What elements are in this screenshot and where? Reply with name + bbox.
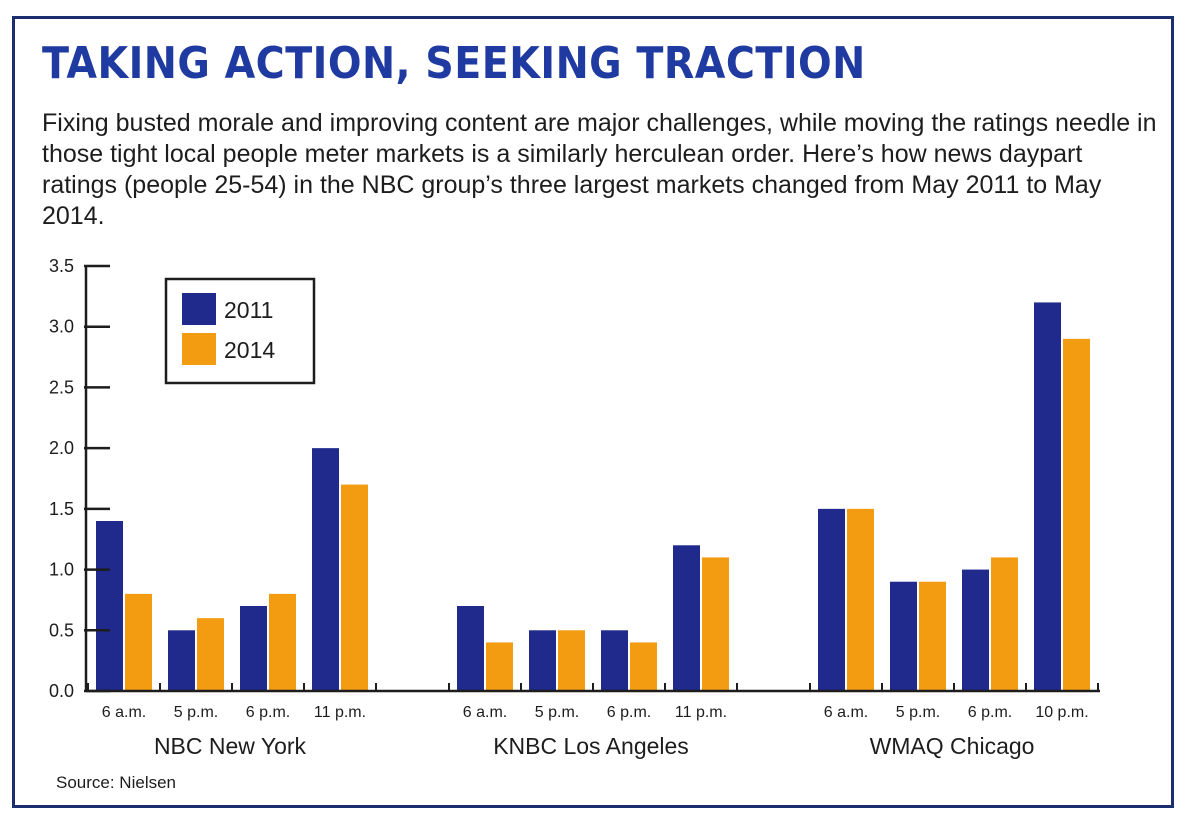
bar-2011 <box>1034 302 1061 691</box>
bar-2014 <box>125 593 152 691</box>
y-tick-label: 1.0 <box>49 560 74 580</box>
bar-2011 <box>673 545 700 691</box>
group-label: KNBC Los Angeles <box>493 733 689 759</box>
y-tick-label: 0.0 <box>49 681 74 701</box>
bar-2011 <box>601 630 628 691</box>
y-tick-label: 0.5 <box>49 620 74 640</box>
legend-swatch-2011 <box>182 293 216 325</box>
axes-layer <box>84 264 1100 693</box>
y-tick-label: 2.0 <box>49 438 74 458</box>
category-label: 11 p.m. <box>314 704 366 721</box>
y-tick-label: 1.5 <box>49 499 74 519</box>
category-label: 10 p.m. <box>1035 704 1088 721</box>
legend-label-2014: 2014 <box>224 337 275 363</box>
bar-2014 <box>269 593 296 691</box>
category-label: 11 p.m. <box>675 704 727 721</box>
bar-2014 <box>558 630 585 691</box>
group-label: WMAQ Chicago <box>870 733 1035 759</box>
chart-frame <box>12 16 1174 808</box>
bar-2011 <box>818 508 845 691</box>
bar-2014 <box>341 484 368 691</box>
category-label: 6 a.m. <box>824 704 868 721</box>
y-tick-label: 3.5 <box>49 256 74 276</box>
source-note: Source: Nielsen <box>56 773 177 792</box>
bar-2014 <box>1063 338 1090 691</box>
legend-label-2011: 2011 <box>224 297 273 323</box>
bar-2014 <box>847 508 874 691</box>
category-label: 5 p.m. <box>174 704 218 721</box>
y-tick-label: 3.0 <box>49 317 74 337</box>
bar-2014 <box>486 642 513 691</box>
category-label: 6 p.m. <box>607 704 651 721</box>
labels-layer: 0.0 0.5 1.0 1.5 2.0 2.5 3.0 3.5 6 a.m. 5 p.m. 6 p.… <box>49 256 1089 759</box>
category-label: 5 p.m. <box>896 704 940 721</box>
chart-title: TAKING ACTION, SEEKING TRACTION <box>42 38 866 89</box>
bar-2011 <box>457 606 484 691</box>
legend-swatch-2014 <box>182 333 216 365</box>
bar-2011 <box>529 630 556 691</box>
chart-subtitle: Fixing busted morale and improving conte… <box>42 109 1157 230</box>
bar-2014 <box>630 642 657 691</box>
category-label: 5 p.m. <box>535 704 579 721</box>
bar-2014 <box>991 557 1018 691</box>
bar-2014 <box>919 581 946 691</box>
bar-2011 <box>890 581 917 691</box>
bar-2014 <box>197 618 224 691</box>
group-label: NBC New York <box>154 733 307 759</box>
category-label: 6 a.m. <box>102 704 146 721</box>
bar-2011 <box>240 606 267 691</box>
bar-2011 <box>96 521 123 691</box>
bar-2014 <box>702 557 729 691</box>
bar-2011 <box>312 448 339 691</box>
category-label: 6 p.m. <box>968 704 1012 721</box>
bar-2011 <box>168 630 195 691</box>
category-label: 6 a.m. <box>463 704 507 721</box>
legend: 2011 2014 <box>164 277 316 385</box>
bar-2011 <box>962 569 989 691</box>
bars-layer <box>96 302 1090 691</box>
category-label: 6 p.m. <box>246 704 290 721</box>
y-tick-label: 2.5 <box>49 377 74 397</box>
